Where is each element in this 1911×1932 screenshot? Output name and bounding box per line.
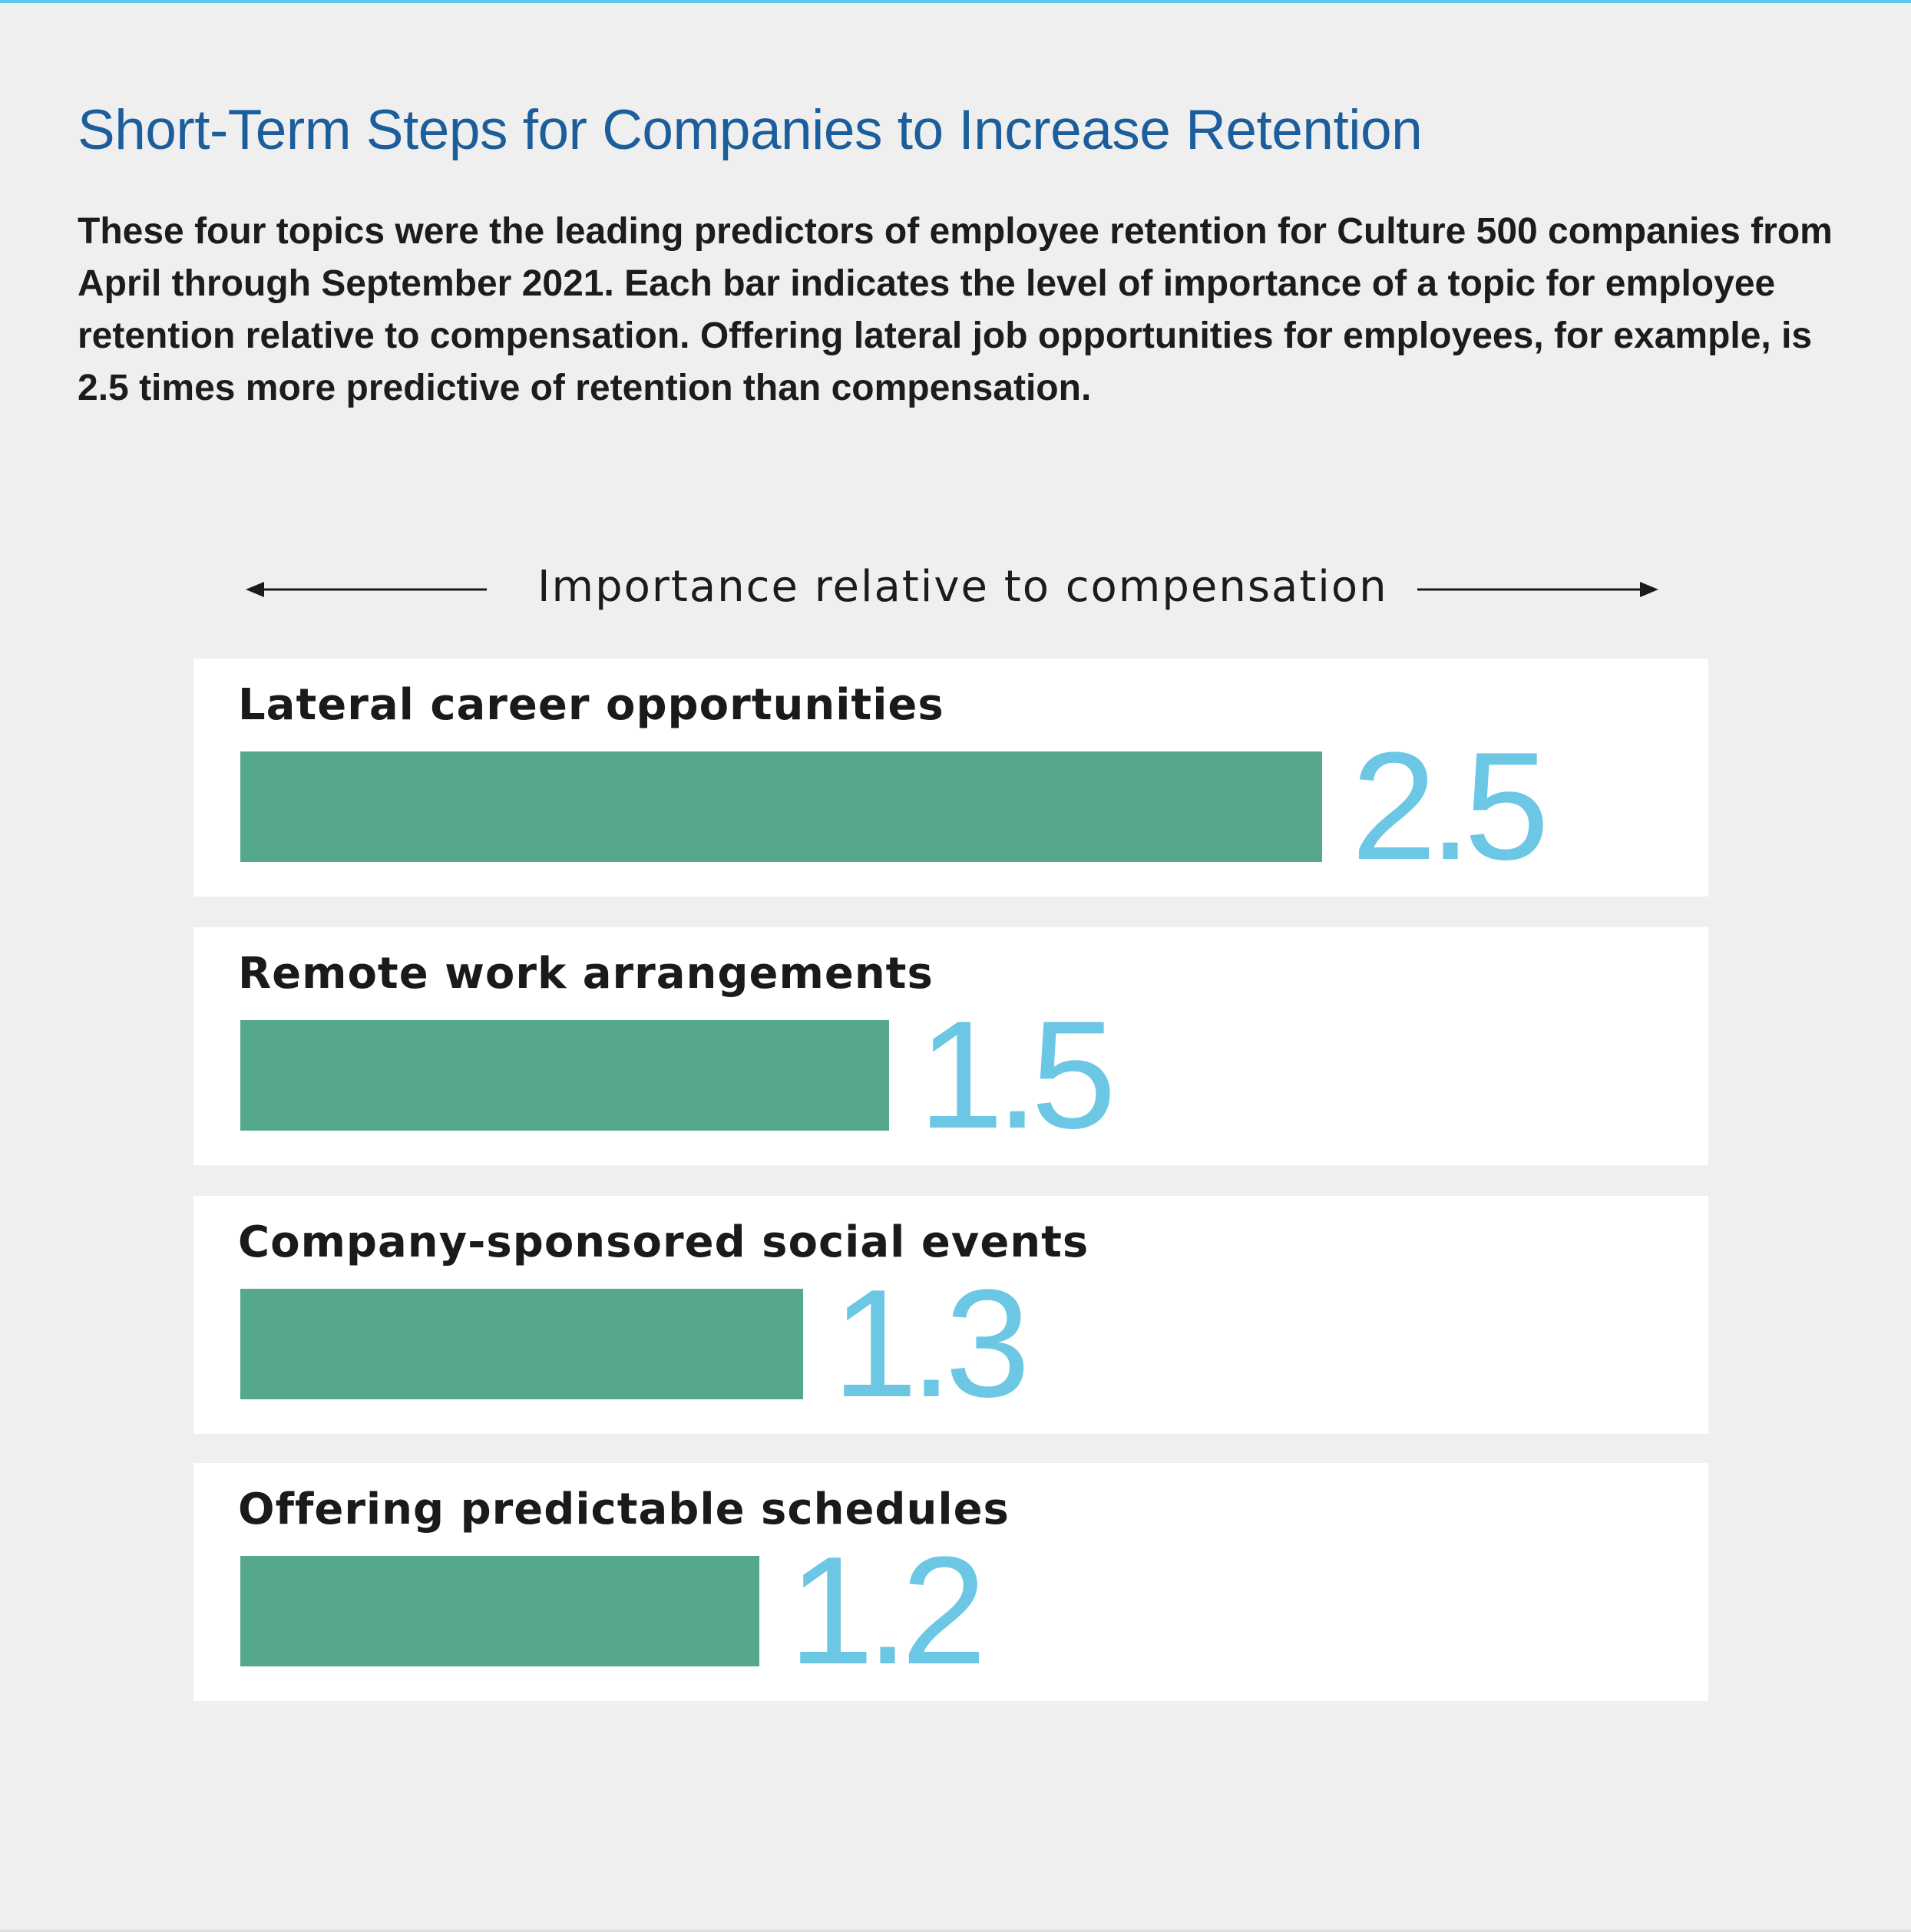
- axis-caption-label: Importance relative to compensation: [537, 562, 1388, 612]
- bar-card: Offering predictable schedules 1.2: [193, 1463, 1708, 1701]
- bar: [240, 1020, 889, 1131]
- bar: [240, 751, 1322, 862]
- value-label: 1.3: [832, 1258, 1030, 1429]
- category-label: Company-sponsored social events: [238, 1217, 1089, 1267]
- value-label: 2.5: [1351, 721, 1549, 892]
- category-label: Remote work arrangements: [238, 949, 934, 999]
- bottom-rule: [0, 1930, 1911, 1932]
- left-arrow-icon: [246, 582, 487, 597]
- top-accent-rule: [0, 0, 1911, 3]
- category-label: Lateral career opportunities: [238, 680, 944, 730]
- bar-card: Lateral career opportunities 2.5: [193, 659, 1708, 897]
- category-label: Offering predictable schedules: [238, 1485, 1010, 1534]
- bar: [240, 1556, 759, 1666]
- chart-title: Short-Term Steps for Companies to Increa…: [78, 99, 1423, 161]
- bar: [240, 1289, 803, 1399]
- bar-card: Company-sponsored social events 1.3: [193, 1196, 1708, 1434]
- axis-caption: Importance relative to compensation: [246, 556, 1666, 618]
- value-label: 1.5: [918, 989, 1116, 1161]
- bar-card: Remote work arrangements 1.5: [193, 927, 1708, 1165]
- right-arrow-icon: [1417, 582, 1658, 597]
- value-label: 1.2: [789, 1525, 987, 1696]
- chart-description: These four topics were the leading predi…: [78, 211, 1833, 408]
